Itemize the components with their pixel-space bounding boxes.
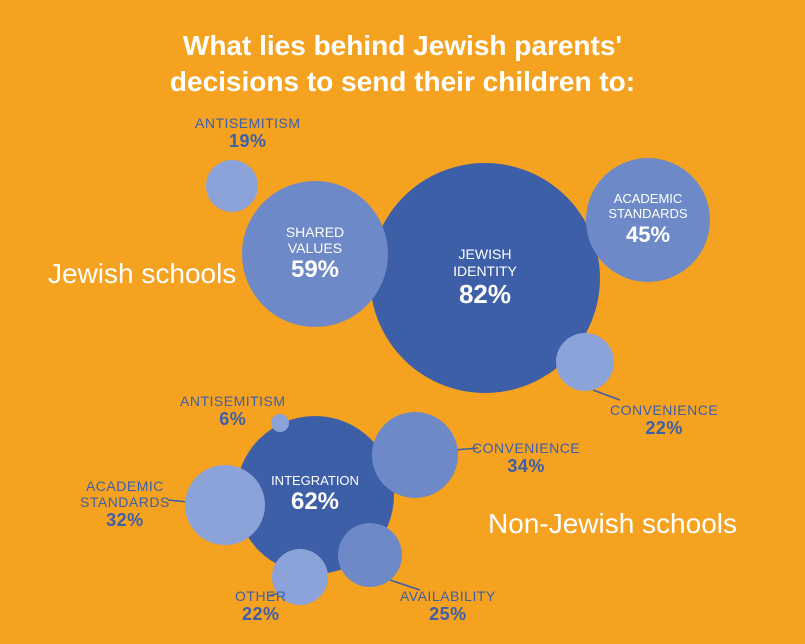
bubble-value: 82% (459, 279, 511, 310)
bubble-convenience-jewish (556, 333, 614, 391)
group-title: Non-Jewish schools (488, 508, 737, 540)
ext-label-name: ACADEMICSTANDARDS (80, 478, 170, 510)
ext-label-value: 19% (195, 131, 301, 152)
bubble-antisemitism-jewish-label: ANTISEMITISM19% (195, 115, 301, 152)
ext-label-name: OTHER (235, 588, 287, 604)
bubble-label: SHAREDVALUES (286, 224, 344, 256)
bubble-value: 45% (626, 222, 670, 248)
bubble-academic-standards-nonjewish (185, 465, 265, 545)
chart-title: What lies behind Jewish parents' decisio… (0, 28, 805, 101)
bubble-availability (338, 523, 402, 587)
bubble-shared-values: SHAREDVALUES59% (242, 181, 388, 327)
bubble-label: INTEGRATION (271, 474, 359, 489)
bubble-convenience-nonjewish (372, 412, 458, 498)
bubble-convenience-nonjewish-label: CONVENIENCE34% (472, 440, 580, 477)
ext-label-name: ANTISEMITISM (195, 115, 301, 131)
group-title: Jewish schools (48, 258, 236, 290)
ext-label-name: CONVENIENCE (472, 440, 580, 456)
bubble-availability-label: AVAILABILITY25% (400, 588, 496, 625)
ext-label-name: ANTISEMITISM (180, 393, 286, 409)
ext-label-name: CONVENIENCE (610, 402, 718, 418)
bubble-label: ACADEMICSTANDARDS (608, 192, 687, 222)
bubble-value: 59% (291, 256, 339, 284)
ext-label-value: 32% (80, 510, 170, 531)
bubble-other-label: OTHER22% (235, 588, 287, 625)
bubble-antisemitism-jewish (206, 160, 258, 212)
ext-label-value: 22% (235, 604, 287, 625)
bubble-value: 62% (291, 488, 339, 516)
bubble-academic-standards-nonjewish-label: ACADEMICSTANDARDS32% (80, 478, 170, 531)
ext-label-value: 6% (180, 409, 286, 430)
bubble-label: JEWISHIDENTITY (453, 246, 517, 278)
bubble-antisemitism-nonjewish-label: ANTISEMITISM6% (180, 393, 286, 430)
ext-label-value: 25% (400, 604, 496, 625)
ext-label-value: 34% (472, 456, 580, 477)
ext-label-name: AVAILABILITY (400, 588, 496, 604)
bubble-convenience-jewish-label: CONVENIENCE22% (610, 402, 718, 439)
ext-label-value: 22% (610, 418, 718, 439)
title-line1: What lies behind Jewish parents' (0, 28, 805, 64)
title-line2: decisions to send their children to: (0, 64, 805, 100)
bubble-academic-standards-jewish: ACADEMICSTANDARDS45% (586, 158, 710, 282)
